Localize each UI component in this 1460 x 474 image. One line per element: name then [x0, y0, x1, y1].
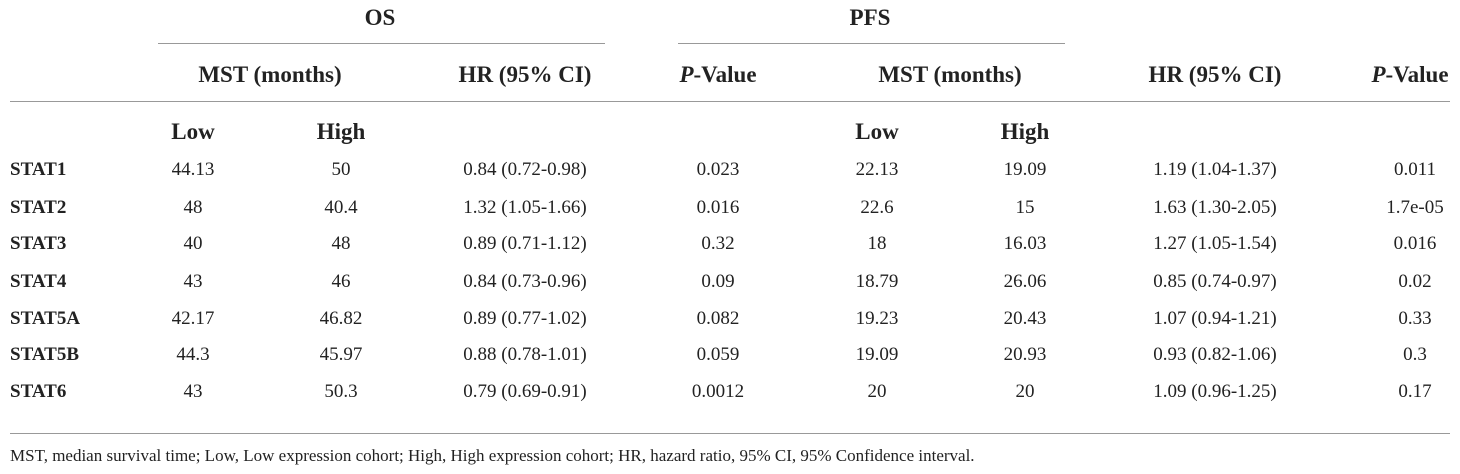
cell: 20.43 — [1003, 308, 1047, 329]
column-header: HR (95% CI) — [458, 62, 592, 87]
row-label: STAT6 — [10, 381, 67, 402]
cell: 50.3 — [324, 381, 358, 402]
cell: 0.89 (0.71-1.12) — [463, 233, 587, 254]
cell: 0.082 — [696, 308, 740, 329]
cell: 46.82 — [319, 308, 363, 329]
cell: 22.13 — [855, 159, 899, 180]
cell: 19.09 — [855, 344, 899, 365]
row-label: STAT2 — [10, 197, 67, 218]
cell: 0.016 — [696, 197, 740, 218]
cell: 50 — [331, 159, 351, 180]
cell: 16.03 — [1003, 233, 1047, 254]
cell: 0.85 (0.74-0.97) — [1153, 271, 1277, 292]
cell: 1.09 (0.96-1.25) — [1153, 381, 1277, 402]
cell: 1.63 (1.30-2.05) — [1153, 197, 1277, 218]
cell: 0.023 — [696, 159, 740, 180]
cell: 20 — [867, 381, 887, 402]
subcolumn-header: High — [316, 119, 366, 144]
cell: 0.011 — [1393, 159, 1437, 180]
row-label: STAT3 — [10, 233, 67, 254]
cell: 0.09 — [701, 271, 735, 292]
cell: 18.79 — [855, 271, 899, 292]
column-header: MST (months) — [198, 62, 342, 87]
column-header: P-Value — [679, 62, 757, 87]
cell: 0.016 — [1393, 233, 1437, 254]
cell: 0.3 — [1403, 344, 1427, 365]
rule — [158, 43, 605, 44]
cell: 0.0012 — [691, 381, 745, 402]
cell: 22.6 — [860, 197, 894, 218]
rule — [10, 101, 1450, 102]
cell: 42.17 — [171, 308, 215, 329]
cell: 15 — [1015, 197, 1035, 218]
cell: 0.84 (0.72-0.98) — [463, 159, 587, 180]
cell: 0.33 — [1398, 308, 1432, 329]
cell: 0.88 (0.78-1.01) — [463, 344, 587, 365]
cell: 40.4 — [324, 197, 358, 218]
subcolumn-header: Low — [855, 119, 899, 144]
cell: 1.07 (0.94-1.21) — [1153, 308, 1277, 329]
cell: 26.06 — [1003, 271, 1047, 292]
cell: 44.13 — [171, 159, 215, 180]
cell: 0.79 (0.69-0.91) — [463, 381, 587, 402]
cell: 1.27 (1.05-1.54) — [1153, 233, 1277, 254]
cell: 0.84 (0.73-0.96) — [463, 271, 587, 292]
column-header: P-Value — [1371, 62, 1449, 87]
cell: 0.89 (0.77-1.02) — [463, 308, 587, 329]
group-header: OS — [364, 5, 396, 30]
cell: 48 — [331, 233, 351, 254]
row-label: STAT5A — [10, 308, 81, 329]
cell: 19.09 — [1003, 159, 1047, 180]
cell: 0.17 — [1398, 381, 1432, 402]
rule — [10, 433, 1450, 434]
cell: 1.7e-05 — [1386, 197, 1444, 218]
cell: 48 — [183, 197, 203, 218]
cell: 20.93 — [1003, 344, 1047, 365]
cell: 40 — [183, 233, 203, 254]
rule — [678, 43, 1065, 44]
row-label: STAT4 — [10, 271, 67, 292]
cell: 20 — [1015, 381, 1035, 402]
cell: 44.3 — [176, 344, 210, 365]
cell: 0.02 — [1398, 271, 1432, 292]
cell: 45.97 — [319, 344, 363, 365]
cell: 18 — [867, 233, 887, 254]
cell: 43 — [183, 381, 203, 402]
subcolumn-header: Low — [171, 119, 215, 144]
subcolumn-header: High — [1000, 119, 1050, 144]
cell: 1.32 (1.05-1.66) — [463, 197, 587, 218]
cell: 1.19 (1.04-1.37) — [1153, 159, 1277, 180]
footnote: MST, median survival time; Low, Low expr… — [10, 446, 975, 465]
cell: 0.32 — [701, 233, 735, 254]
cell: 43 — [183, 271, 203, 292]
group-header: PFS — [849, 5, 891, 30]
row-label: STAT1 — [10, 159, 67, 180]
cell: 0.93 (0.82-1.06) — [1153, 344, 1277, 365]
row-label: STAT5B — [10, 344, 79, 365]
column-header: MST (months) — [878, 62, 1022, 87]
cell: 0.059 — [696, 344, 740, 365]
cell: 46 — [331, 271, 351, 292]
cell: 19.23 — [855, 308, 899, 329]
column-header: HR (95% CI) — [1148, 62, 1282, 87]
